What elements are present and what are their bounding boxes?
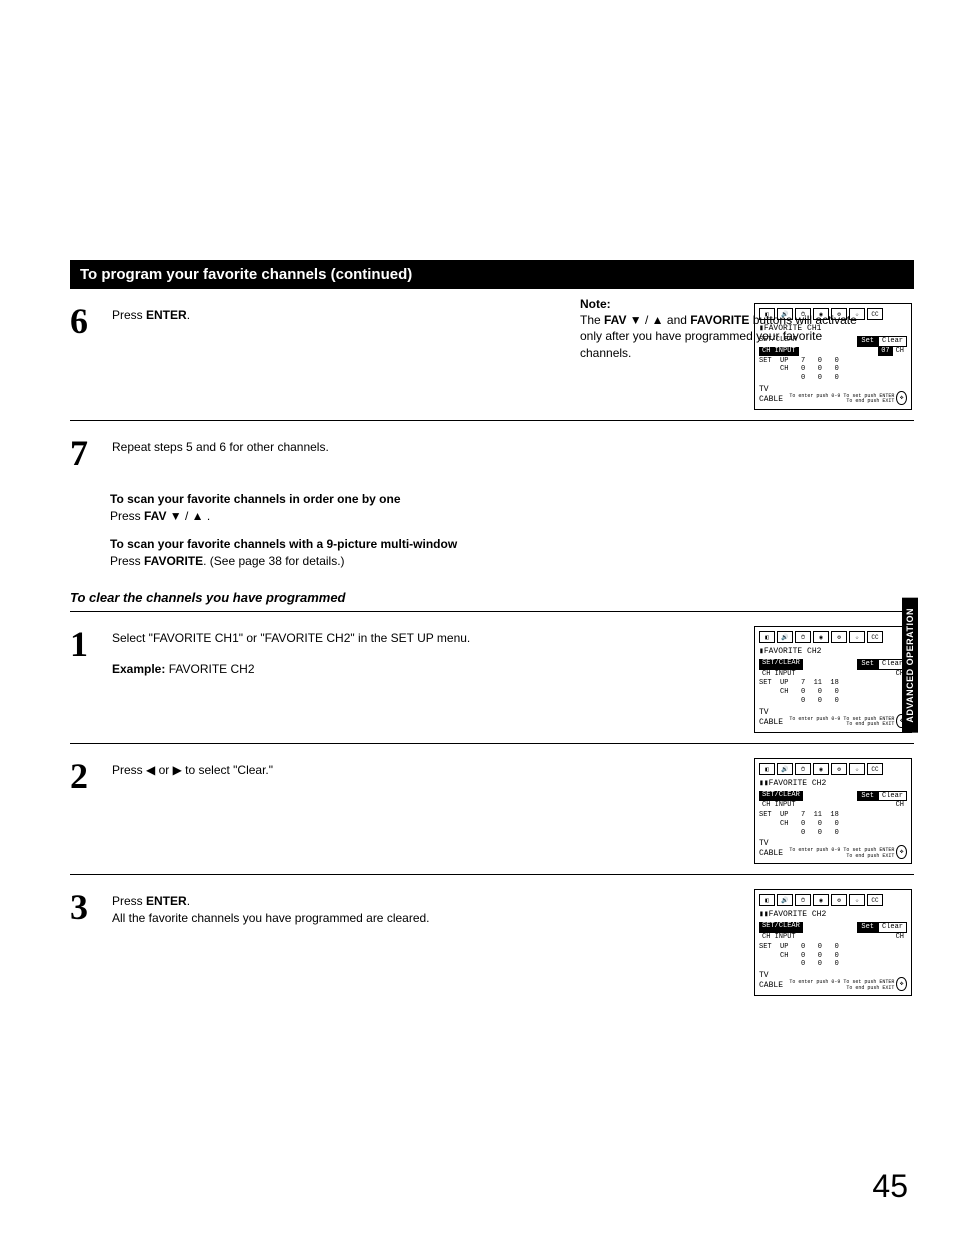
divider: [70, 611, 914, 612]
arrows: ▼ / ▲: [626, 313, 666, 327]
osd-hints: To enter push 0-9 To set push ENTER To e…: [783, 717, 894, 728]
divider: [70, 874, 914, 875]
step-number: 1: [70, 626, 94, 662]
ch-input-header: CH INPUT: [759, 801, 799, 810]
step-number: 6: [70, 303, 94, 339]
nav-icon: ✥: [896, 845, 907, 859]
setclear-label: SET/CLEAR: [759, 659, 803, 670]
ch-suffix: CH: [893, 347, 907, 356]
osd-figure: ◧🔊⏱◉⚙☆CC ▮FAVORITE CH2 SET/CLEAR Set Cle…: [754, 626, 914, 733]
step-body: Press ENTER. All the favorite channels y…: [112, 889, 736, 927]
text: Press: [112, 894, 146, 908]
osd-hints: To enter push 0-9 To set push ENTER To e…: [783, 980, 894, 991]
note-block: Note: The FAV ▼ / ▲ and FAVORITE buttons…: [580, 296, 870, 361]
nav-icon: ✥: [896, 391, 907, 405]
divider: [70, 420, 914, 421]
src-tv: TV: [759, 708, 783, 718]
src-tv: TV: [759, 839, 783, 849]
step-body: Repeat steps 5 and 6 for other channels.: [112, 435, 914, 456]
tab-clear: Clear: [878, 336, 907, 347]
subheading: To clear the channels you have programme…: [70, 590, 914, 605]
step-body: Press ◀ or ▶ to select "Clear.": [112, 758, 736, 779]
text: . (See page 38 for details.): [203, 554, 344, 568]
scan-title-2: To scan your favorite channels with a 9-…: [110, 537, 457, 551]
text: The: [580, 313, 604, 327]
tab-set: Set: [857, 791, 878, 802]
nav-icon: ✥: [896, 977, 907, 991]
ch-input-header: CH INPUT: [759, 670, 799, 679]
osd-figure: ◧🔊⏱◉⚙☆CC ▮▮FAVORITE CH2 SET/CLEAR Set Cl…: [754, 758, 914, 865]
page-number: 45: [872, 1168, 908, 1205]
clear-step-2: 2 Press ◀ or ▶ to select "Clear." ◧🔊⏱◉⚙☆…: [70, 758, 914, 865]
section-tab: ADVANCED OPERATION: [902, 598, 918, 733]
step-body: Select "FAVORITE CH1" or "FAVORITE CH2" …: [112, 626, 736, 678]
fav-label: FAV: [604, 313, 626, 327]
clear-step-3: 3 Press ENTER. All the favorite channels…: [70, 889, 914, 996]
src-tv: TV: [759, 385, 783, 395]
step-7-row: 7 Repeat steps 5 and 6 for other channel…: [70, 435, 914, 471]
tab-clear: Clear: [878, 922, 907, 933]
scan-title-1: To scan your favorite channels in order …: [110, 492, 401, 506]
src-cable: CABLE: [759, 849, 783, 859]
osd-title: FAVORITE CH2: [769, 910, 827, 919]
text: Press: [110, 554, 144, 568]
favorite-label: FAVORITE: [144, 554, 203, 568]
example-label: Example:: [112, 662, 165, 676]
favorite-label: FAVORITE: [690, 313, 749, 327]
ch-input-header: CH INPUT: [759, 933, 799, 942]
tab-clear: Clear: [878, 791, 907, 802]
osd-grid: SET UP 7 11 18 CH 0 0 0 0 0 0: [759, 679, 907, 705]
osd-title: FAVORITE CH2: [764, 647, 822, 656]
section-heading: To program your favorite channels (conti…: [70, 260, 914, 289]
step-number: 2: [70, 758, 94, 794]
text: Press: [112, 308, 146, 322]
note-title: Note:: [580, 296, 870, 312]
text: All the favorite channels you have progr…: [112, 910, 736, 927]
osd-hints: To enter push 0-9 To set push ENTER To e…: [783, 848, 894, 859]
setclear-label: SET/CLEAR: [759, 791, 803, 802]
text: .: [187, 894, 190, 908]
step-number: 7: [70, 435, 94, 471]
text: Press: [110, 509, 144, 523]
step-number: 3: [70, 889, 94, 925]
src-cable: CABLE: [759, 718, 783, 728]
tab-set: Set: [857, 659, 878, 670]
text: .: [187, 308, 190, 322]
osd-hints: To enter push 0-9 To set push ENTER To e…: [783, 394, 894, 405]
divider: [70, 743, 914, 744]
example-text: FAVORITE CH2: [165, 662, 254, 676]
text: Select "FAVORITE CH1" or "FAVORITE CH2" …: [112, 630, 736, 647]
scan-block: To scan your favorite channels in order …: [110, 491, 914, 570]
enter-label: ENTER: [146, 308, 187, 322]
setclear-label: SET/CLEAR: [759, 922, 803, 933]
ch-suffix: CH: [893, 801, 907, 810]
tab-set: Set: [857, 922, 878, 933]
src-cable: CABLE: [759, 395, 783, 405]
fav-label: FAV: [144, 509, 166, 523]
ch-value: 07: [878, 347, 892, 356]
osd-grid: SET UP 7 11 18 CH 0 0 0 0 0 0: [759, 811, 907, 837]
clear-step-1: 1 Select "FAVORITE CH1" or "FAVORITE CH2…: [70, 626, 914, 733]
src-cable: CABLE: [759, 981, 783, 991]
src-tv: TV: [759, 971, 783, 981]
osd-grid: SET UP 0 0 0 CH 0 0 0 0 0 0: [759, 943, 907, 969]
osd-title: FAVORITE CH2: [769, 779, 827, 788]
enter-label: ENTER: [146, 894, 187, 908]
ch-suffix: CH: [893, 933, 907, 942]
text: and: [667, 313, 690, 327]
text: ▼ / ▲ .: [166, 509, 210, 523]
osd-figure: ◧🔊⏱◉⚙☆CC ▮▮FAVORITE CH2 SET/CLEAR Set Cl…: [754, 889, 914, 996]
